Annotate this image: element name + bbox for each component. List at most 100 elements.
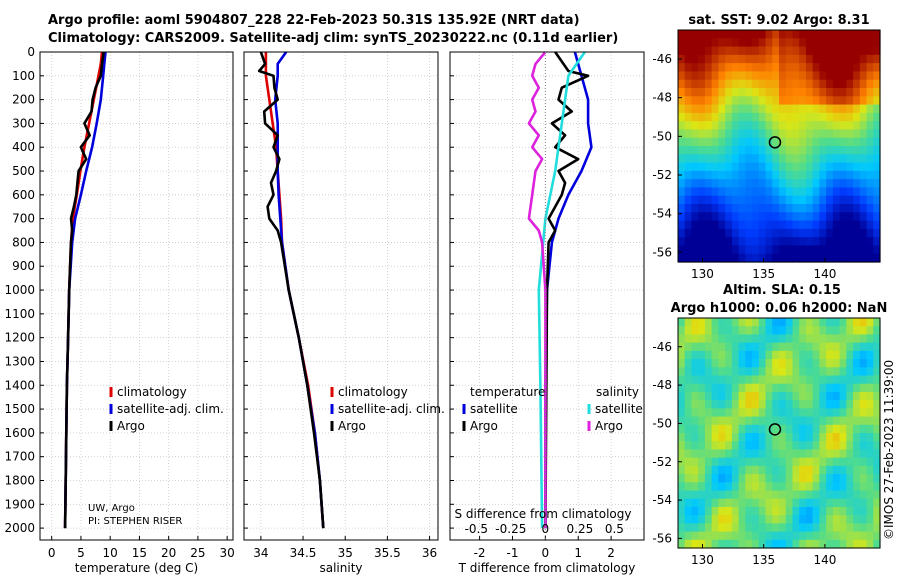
sla-map-cell	[738, 433, 746, 442]
sst-map-cell	[731, 245, 740, 255]
sla-map-cell	[765, 457, 773, 467]
sst-map-cell	[772, 46, 780, 56]
sla-map-cell	[684, 342, 693, 352]
sst-map-cell	[711, 179, 719, 189]
sst-map-cell	[678, 146, 686, 155]
sst-map-cell	[846, 253, 854, 263]
sla-map-cell	[738, 482, 746, 492]
sst-map-cell	[752, 245, 760, 255]
sst-map-cell	[832, 195, 841, 205]
sla-map-cell	[738, 391, 746, 401]
sst-map-cell	[691, 220, 699, 230]
sla-map-cell	[711, 342, 719, 352]
sla-map-cell	[873, 523, 881, 533]
sla-map-cell	[678, 449, 686, 459]
sst-map-cell	[799, 137, 807, 147]
x2-tick-label: 0	[542, 522, 550, 536]
sst-y-tick-label: -56	[652, 245, 672, 259]
sst-map-cell	[799, 63, 807, 73]
sla-map-cell	[711, 498, 719, 508]
sst-map-cell	[805, 253, 814, 263]
sla-map-cell	[779, 318, 787, 327]
sla-map-cell	[684, 457, 693, 467]
sst-map-cell	[691, 112, 699, 122]
sla-map-cell	[785, 465, 794, 475]
sla-map-cell	[873, 482, 881, 492]
sla-map-cell	[718, 318, 726, 327]
sla-map-cell	[839, 400, 847, 409]
sst-map-cell	[826, 170, 834, 180]
sst-map-cell	[765, 104, 773, 114]
sla-map-cell	[839, 449, 847, 459]
sst-map-cell	[826, 245, 834, 255]
sst-map-cell	[718, 237, 726, 247]
sst-map-cell	[698, 253, 706, 263]
sst-map-cell	[785, 30, 794, 39]
sst-map-cell	[752, 46, 760, 56]
sst-map-cell	[684, 96, 693, 106]
sla-map-cell	[738, 375, 746, 385]
sst-map-cell	[678, 237, 686, 247]
sst-map-cell	[839, 220, 847, 230]
sla-map-cell	[832, 424, 841, 434]
sst-map-cell	[698, 30, 706, 39]
sst-map-cell	[718, 54, 726, 64]
x2-tick-label: -0.5	[465, 522, 488, 536]
sla-map-cell	[745, 490, 753, 500]
sst-map-cell	[846, 30, 854, 39]
x-tick-label: 0	[48, 546, 56, 560]
sst-map-cell	[805, 88, 814, 97]
sst-map-cell	[738, 96, 746, 106]
sst-map-cell	[772, 187, 780, 197]
sla-map-cell	[832, 523, 841, 533]
sla-map-cell	[799, 318, 807, 327]
sst-map-cell	[758, 220, 767, 230]
sst-map-cell	[873, 71, 881, 81]
sla-map-cell	[792, 416, 800, 426]
sst-map-cell	[792, 96, 800, 106]
sst-map-cell	[731, 187, 740, 197]
sst-map-cell	[758, 212, 767, 222]
sla-map-cell	[678, 400, 686, 409]
y-tick-label: 1200	[4, 331, 35, 345]
sla-map-cell	[805, 474, 814, 483]
sla-map-cell	[704, 416, 713, 426]
sst-map-cell	[678, 38, 686, 48]
sst-map-cell	[738, 112, 746, 122]
sst-map-cell	[731, 54, 740, 64]
sst-map-cell	[779, 79, 787, 89]
sst-map-cell	[718, 204, 726, 213]
sla-map-cell	[678, 367, 686, 377]
sla-map-cell	[752, 383, 760, 393]
sst-map-cell	[731, 121, 740, 131]
sla-map-cell	[853, 498, 861, 508]
sst-map-cell	[698, 204, 706, 213]
x-tick-label: 36	[422, 546, 437, 560]
sst-map-cell	[745, 88, 753, 97]
sla-map-cell	[785, 539, 794, 549]
sla-map-cell	[725, 474, 733, 483]
diff-temp-legend-label: satellite	[470, 402, 518, 416]
sla-map-cell	[866, 457, 874, 467]
sla-map-cell	[731, 433, 740, 442]
x-axis-label: T difference from climatology	[458, 561, 636, 575]
x2-tick-label: 0.5	[605, 522, 624, 536]
sla-map-cell	[812, 318, 820, 327]
sla-map-cell	[691, 408, 699, 418]
sla-map-cell	[725, 449, 733, 459]
sla-map-cell	[785, 342, 794, 352]
sla-map-cell	[772, 350, 780, 360]
sla-map-cell	[866, 350, 874, 360]
sst-map-cell	[785, 195, 794, 205]
sla-map-cell	[799, 449, 807, 459]
sla-map-cell	[765, 449, 773, 459]
sst-map-cell	[873, 104, 881, 114]
sst-map-cell	[704, 129, 713, 139]
sla-map-cell	[725, 391, 733, 401]
sst-map-cell	[779, 112, 787, 122]
sst-map-cell	[731, 253, 740, 263]
sst-map-cell	[819, 195, 827, 205]
sla-map-cell	[812, 383, 820, 393]
sla-map-cell	[826, 539, 834, 549]
sst-map-cell	[846, 245, 854, 255]
